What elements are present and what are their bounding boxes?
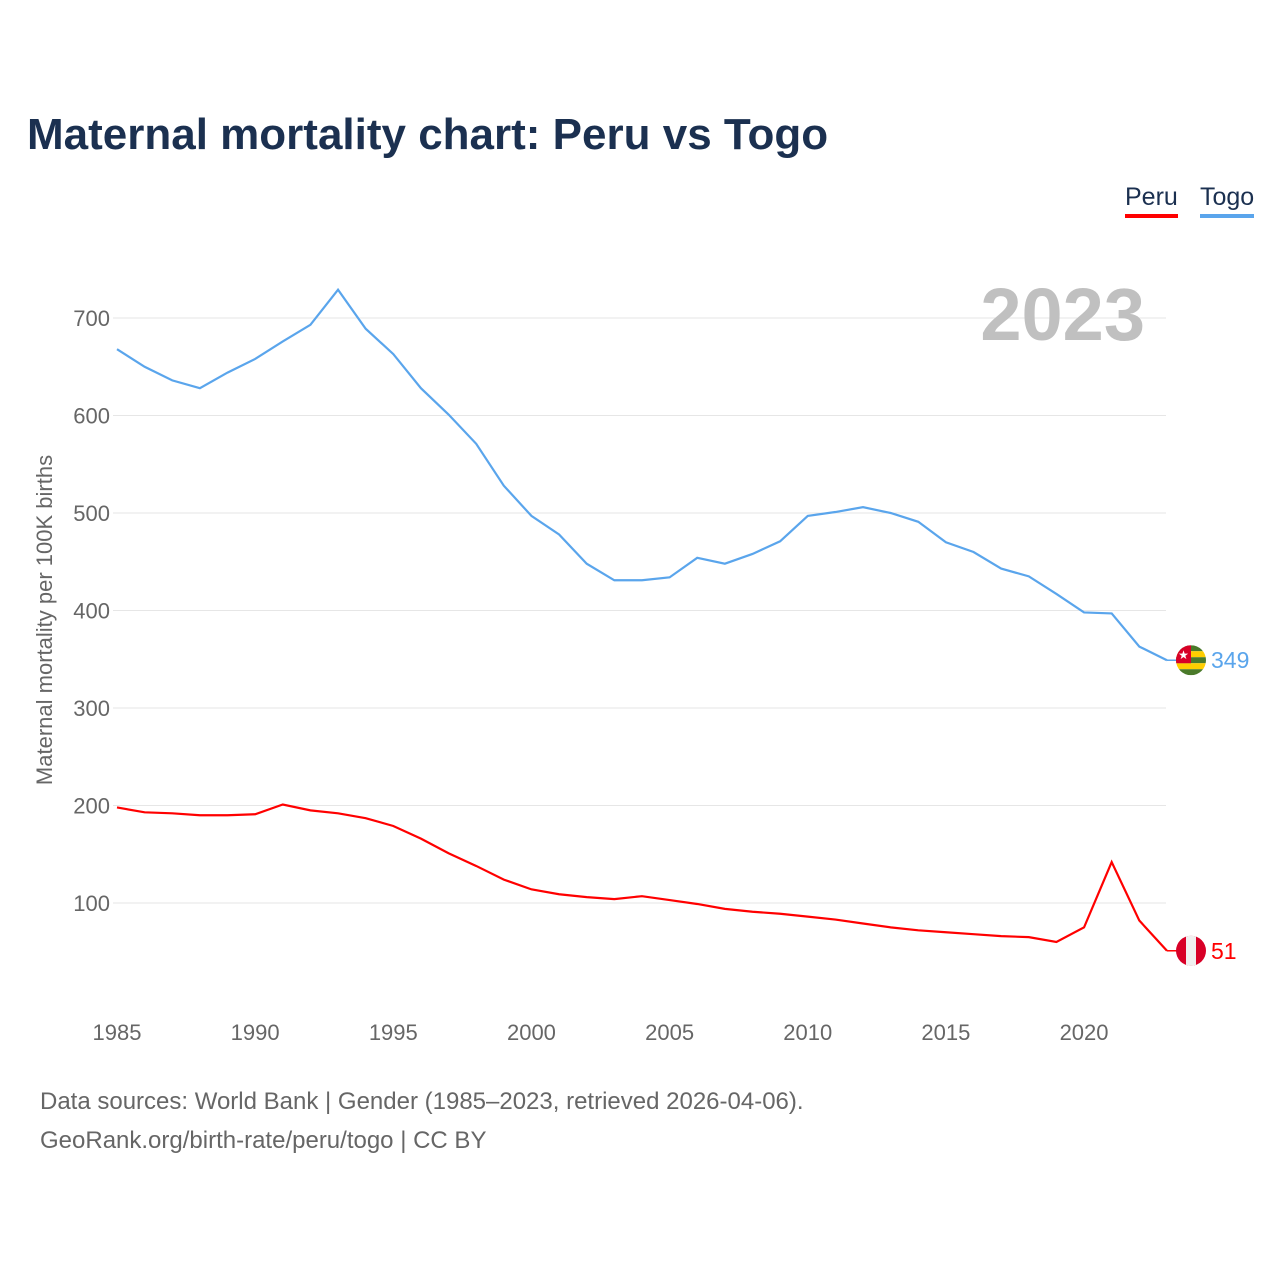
x-tick-label: 1995: [369, 1020, 418, 1045]
x-tick-label: 2005: [645, 1020, 694, 1045]
year-watermark: 2023: [980, 273, 1145, 356]
end-value-label: 349: [1211, 647, 1249, 673]
footer-sources: Data sources: World Bank | Gender (1985–…: [40, 1088, 804, 1115]
legend-togo[interactable]: Togo: [1200, 183, 1255, 218]
y-tick-label: 400: [73, 599, 110, 624]
series-line-peru: [116, 803, 1168, 952]
y-tick-label: 300: [73, 696, 110, 721]
peru-flag-icon: [1176, 935, 1206, 966]
x-tick-label: 1985: [93, 1020, 142, 1045]
x-tick-label: 1990: [231, 1020, 280, 1045]
footer-credit: GeoRank.org/birth-rate/peru/togo | CC BY: [40, 1127, 487, 1154]
y-axis-label: Maternal mortality per 100K births: [32, 455, 57, 785]
y-tick-label: 700: [73, 306, 110, 331]
y-tick-label: 600: [73, 404, 110, 429]
series-line-togo: [116, 287, 1168, 662]
y-tick-label: 200: [73, 794, 110, 819]
x-tick-label: 2020: [1060, 1020, 1109, 1045]
x-tick-label: 2010: [783, 1020, 832, 1045]
togo-flag-icon: ★: [1176, 645, 1206, 676]
chart-title: Maternal mortality chart: Peru vs Togo: [27, 110, 829, 159]
y-tick-label: 500: [73, 501, 110, 526]
legend-peru[interactable]: Peru: [1125, 183, 1178, 218]
end-value-label: 51: [1211, 938, 1237, 964]
x-tick-label: 2015: [921, 1020, 970, 1045]
svg-text:★: ★: [1178, 648, 1189, 662]
y-tick-label: 100: [73, 891, 110, 916]
x-tick-label: 2000: [507, 1020, 556, 1045]
